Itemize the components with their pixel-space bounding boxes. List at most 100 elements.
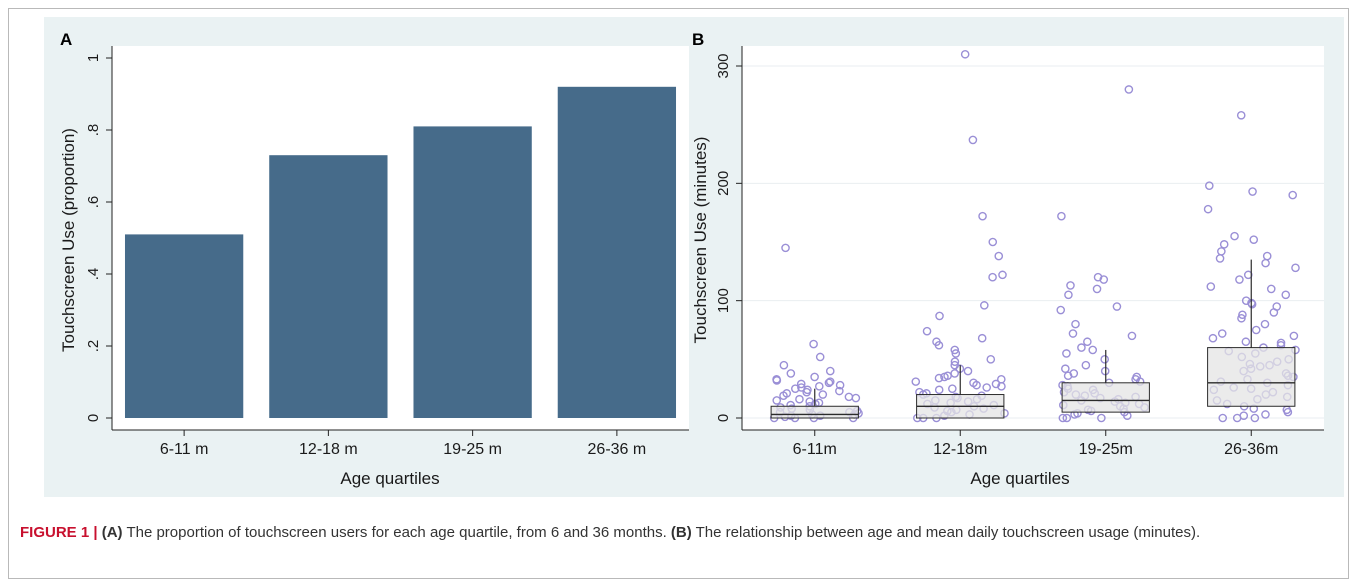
data-point-12-18m [950, 357, 960, 366]
data-point-26-36m [1247, 299, 1257, 309]
data-point-12-18m [960, 49, 970, 59]
data-point-19-25m [1081, 360, 1091, 370]
data-point-6-11m [797, 383, 806, 392]
caption-tag-a: (A) [101, 524, 123, 541]
data-point-26-36m [1237, 313, 1246, 323]
data-point-26-36m [1260, 319, 1270, 329]
data-point-12-18m [991, 379, 1001, 389]
caption-text-a: The proportion of touchscreen users for … [122, 524, 671, 541]
data-point-12-18m [935, 311, 944, 321]
data-point-6-11m [810, 372, 819, 382]
x-tick-label-6-11m: 6-11m [793, 441, 837, 458]
caption-text-b: The relationship between age and mean da… [691, 524, 1201, 541]
data-point-26-36m [1288, 190, 1298, 200]
data-point-26-36m [1203, 204, 1213, 214]
data-point-19-25m [1062, 413, 1072, 423]
y-tick-label-1: 1 [85, 54, 102, 62]
panel-a-y-axis-label: Touchscreen Use (proportion) [59, 128, 78, 352]
data-point-26-36m [1250, 413, 1260, 423]
figure-frame [8, 8, 1349, 579]
data-point-19-25m [1062, 349, 1071, 358]
panel-a-x-axis-label: Age quartiles [340, 469, 439, 488]
data-point-12-18m [977, 333, 987, 343]
data-point-12-18m [998, 270, 1007, 280]
data-point-12-18m [988, 272, 997, 282]
y-tick-label-200: 200 [715, 171, 732, 196]
data-point-19-25m [1097, 413, 1106, 423]
box-26-36m [1207, 347, 1296, 407]
data-point-12-18m [950, 345, 960, 355]
data-point-6-11m [805, 397, 815, 406]
x-tick-label-26-36 m: 26-36 m [588, 441, 647, 458]
data-point-19-25m [1112, 302, 1122, 311]
data-point-26-36m [1243, 270, 1253, 280]
data-point-12-18m [951, 349, 961, 358]
data-point-6-11m [795, 394, 804, 404]
data-point-6-11m [791, 384, 800, 393]
data-point-6-11m [786, 369, 796, 378]
data-point-12-18m [982, 383, 992, 392]
data-point-6-11m [815, 352, 825, 362]
bar-6-11 m [124, 234, 244, 418]
y-tick-label-.6: .6 [85, 196, 102, 209]
data-point-6-11m [835, 380, 845, 390]
y-tick-label-.4: .4 [85, 268, 102, 281]
data-point-6-11m [825, 366, 835, 376]
data-point-26-36m [1230, 231, 1239, 241]
data-point-12-18m [934, 373, 944, 383]
data-point-12-18m [994, 251, 1004, 261]
data-point-19-25m [1093, 272, 1103, 282]
data-point-19-25m [1057, 211, 1066, 221]
data-point-19-25m [1083, 337, 1092, 347]
data-point-12-18m [988, 237, 998, 247]
data-point-19-25m [1124, 85, 1134, 94]
data-point-12-18m [934, 385, 944, 395]
data-point-26-36m [1208, 333, 1218, 343]
panel-a-bar-chart: A 0 .2 .4 .6 .8 1 6-11 m 12-18 m 19-25 m 26-36 m… [59, 30, 689, 488]
panel-b-x-axis-label: Age quartiles [970, 469, 1069, 488]
data-point-6-11m [851, 393, 861, 403]
data-point-19-25m [1100, 355, 1109, 364]
data-point-12-18m [922, 326, 932, 336]
data-point-6-11m [835, 386, 844, 396]
data-point-12-18m [968, 135, 978, 145]
x-tick-label-26-36m: 26-36m [1224, 441, 1278, 458]
y-tick-label-.8: .8 [85, 124, 102, 137]
data-point-19-25m [1092, 284, 1102, 294]
data-point-19-25m [1056, 305, 1066, 315]
data-point-19-25m [1127, 331, 1137, 341]
panel-b-y-axis-label: Touchscreen Use (minutes) [691, 137, 710, 344]
panel-b-box-plot: B 0 100 200 300 6-11m 12-18m 19-25m 26-36m Tou… [691, 30, 1324, 488]
caption-figure-label: FIGURE 1 | [20, 524, 98, 541]
data-point-6-11m [825, 377, 835, 386]
data-point-12-18m [911, 377, 921, 386]
bar-26-36 m [557, 86, 677, 419]
data-point-26-36m [1248, 187, 1257, 196]
data-point-26-36m [1266, 284, 1276, 294]
x-tick-label-12-18m: 12-18m [933, 441, 987, 458]
data-point-6-11m [779, 360, 789, 370]
data-point-6-11m [809, 339, 818, 349]
y-tick-label-300: 300 [715, 53, 732, 78]
data-point-12-18m [950, 360, 960, 370]
data-point-19-25m [1088, 345, 1098, 355]
data-point-26-36m [1249, 235, 1259, 244]
y-tick-label-.2: .2 [85, 340, 102, 353]
data-point-19-25m [1058, 413, 1068, 423]
bar-12-18 m [269, 155, 388, 418]
data-point-6-11m [781, 243, 790, 253]
caption-tag-b: (B) [670, 524, 692, 541]
data-point-19-25m [1077, 343, 1086, 352]
data-point-26-36m [1272, 302, 1282, 311]
data-point-26-36m [1291, 263, 1300, 273]
data-point-26-36m [1239, 411, 1249, 420]
data-point-12-18m [980, 301, 989, 310]
data-point-26-36m [1219, 240, 1229, 249]
data-point-26-36m [1251, 325, 1261, 335]
data-point-26-36m [1289, 331, 1299, 341]
data-point-6-11m [772, 376, 782, 385]
data-point-26-36m [1235, 275, 1244, 284]
data-point-26-36m [1261, 410, 1270, 419]
data-point-26-36m [1241, 337, 1251, 347]
